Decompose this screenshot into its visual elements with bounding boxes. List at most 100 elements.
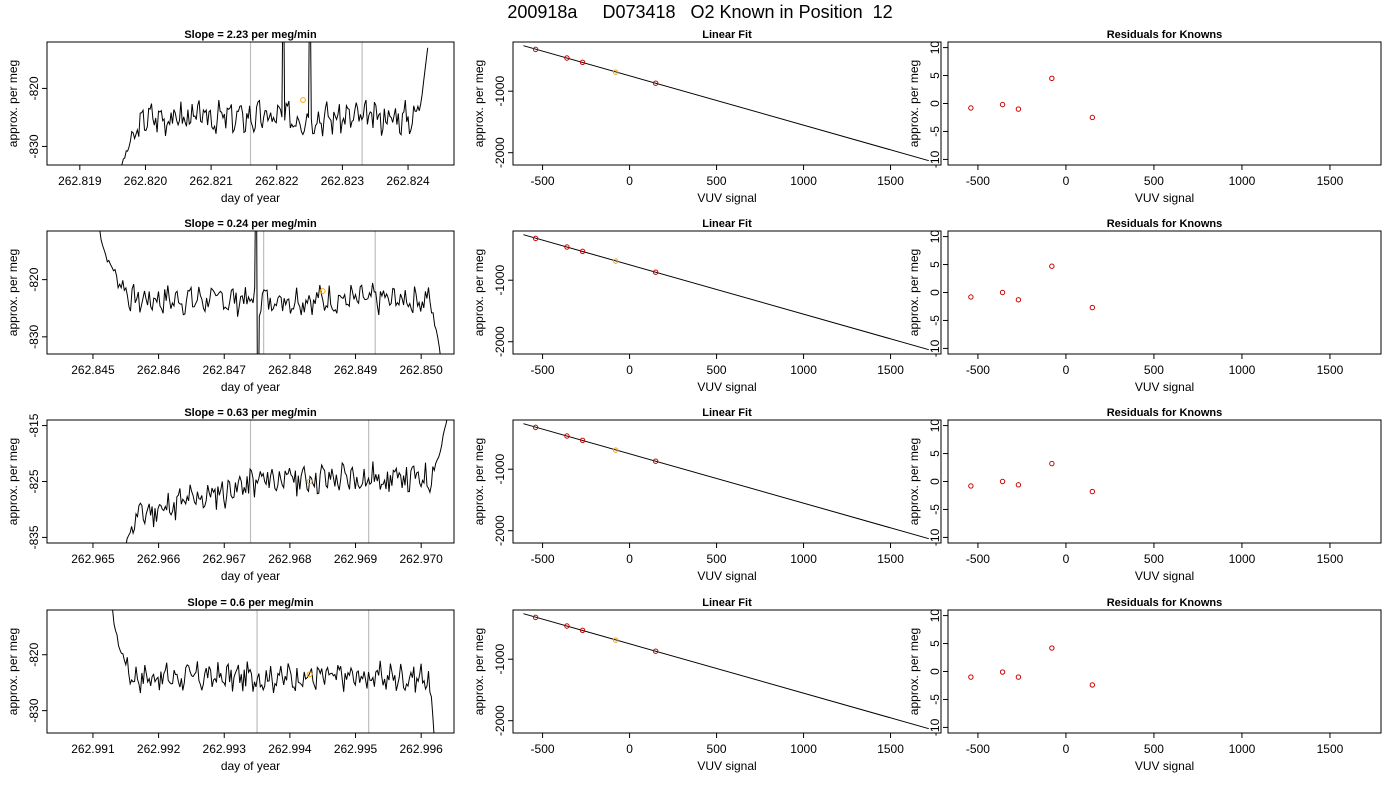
y-tick-label: 10 <box>928 41 942 55</box>
x-tick-label: 262.993 <box>203 742 247 756</box>
x-axis-label: day of year <box>221 569 280 583</box>
x-tick-label: 1500 <box>877 363 904 377</box>
plot-area <box>121 42 429 165</box>
plot-area <box>968 75 1096 121</box>
panel-1-1: 262.819 262.820 262.821 262.822 262.823 262.8… <box>6 29 455 205</box>
data-point <box>1015 297 1022 303</box>
y-axis-label: approx. per meg <box>907 60 921 147</box>
x-tick-label: 262.849 <box>334 363 378 377</box>
sample-marker <box>300 97 306 103</box>
x-axis-label: VUV signal <box>1135 191 1194 205</box>
x-tick-label: 1500 <box>877 174 904 188</box>
plot-frame <box>46 609 455 734</box>
data-point <box>999 669 1006 675</box>
y-axis-label: approx. per meg <box>6 628 20 715</box>
y-tick-label: -5 <box>928 694 942 705</box>
x-tick-label: -500 <box>531 174 555 188</box>
x-axis-label: VUV signal <box>1135 569 1194 583</box>
data-point <box>1015 674 1022 680</box>
data-point <box>579 437 586 443</box>
x-tick-label: 1000 <box>1229 363 1256 377</box>
plot-frame <box>947 41 1382 166</box>
data-point <box>1015 106 1022 112</box>
data-point <box>612 258 619 264</box>
y-tick-label: 10 <box>928 230 942 244</box>
panel-1-3: -500 0 500 1000 1500 -10 -5 0 5 10 Residuals for K… <box>907 29 1382 205</box>
panel-title: Slope = 0.63 per meg/min <box>184 407 317 419</box>
y-tick-label: -815 <box>27 413 41 437</box>
plot-area <box>523 234 929 351</box>
y-tick-label: -830 <box>27 698 41 722</box>
x-tick-label: 1500 <box>877 552 904 566</box>
y-tick-label: -10 <box>928 150 942 168</box>
sample-marker <box>319 288 326 294</box>
data-point <box>652 80 659 86</box>
plot-frame <box>46 230 455 355</box>
x-tick-label: 262.824 <box>386 174 430 188</box>
plot-frame <box>512 609 942 734</box>
plot-area <box>99 231 441 354</box>
x-tick-label: 262.968 <box>268 552 312 566</box>
sample-marker <box>306 671 313 678</box>
data-point <box>968 294 974 300</box>
x-tick-label: 500 <box>1144 363 1164 377</box>
y-tick-label: 0 <box>928 289 942 296</box>
x-tick-label: 262.846 <box>137 363 181 377</box>
x-tick-label: 0 <box>1063 174 1070 188</box>
x-tick-label: 500 <box>1144 552 1164 566</box>
x-tick-label: 262.823 <box>321 174 365 188</box>
plot-frame <box>512 41 942 166</box>
x-tick-label: 262.969 <box>334 552 378 566</box>
x-tick-label: 262.996 <box>399 742 443 756</box>
x-tick-label: 1500 <box>1317 742 1344 756</box>
panel-2-3: -500 0 500 1000 1500 -10 -5 0 5 10 Residuals for K… <box>907 218 1382 394</box>
y-tick-label: -2000 <box>493 326 507 357</box>
y-tick-label: -820 <box>27 642 41 666</box>
data-point <box>612 69 619 75</box>
plot-area <box>112 610 435 733</box>
x-tick-label: 262.967 <box>203 552 247 566</box>
panel-2-2: -500 0 500 1000 1500 -2000 -1000 Linear Fit VUV … <box>472 218 942 394</box>
x-tick-label: 0 <box>626 363 633 377</box>
data-point <box>968 483 974 489</box>
plot-frame <box>947 419 1382 544</box>
y-tick-label: 5 <box>928 640 942 647</box>
plot-area <box>125 420 448 543</box>
y-tick-label: -1000 <box>493 644 507 675</box>
x-tick-label: 262.991 <box>71 742 115 756</box>
y-tick-label: 5 <box>928 72 942 79</box>
panel-title: Linear Fit <box>702 218 752 230</box>
x-tick-label: 262.848 <box>268 363 312 377</box>
panel-4-2: -500 0 500 1000 1500 -2000 -1000 Linear Fit VUV … <box>472 597 942 773</box>
data-point <box>579 59 586 65</box>
data-point <box>968 674 974 680</box>
data-point <box>1049 263 1055 269</box>
y-axis-label: approx. per meg <box>6 249 20 336</box>
plot-frame <box>512 230 942 355</box>
y-axis-label: approx. per meg <box>907 249 921 336</box>
data-point <box>1049 75 1055 82</box>
fit-line <box>523 613 929 730</box>
x-tick-label: 0 <box>626 742 633 756</box>
y-axis-label: approx. per meg <box>907 628 921 715</box>
y-tick-label: -825 <box>27 469 41 493</box>
data-point <box>1089 304 1096 311</box>
x-tick-label: 1000 <box>1229 742 1256 756</box>
x-tick-label: 500 <box>707 742 727 756</box>
x-tick-label: -500 <box>966 742 990 756</box>
fit-line <box>523 234 929 351</box>
x-axis-label: VUV signal <box>1135 380 1194 394</box>
y-tick-label: -5 <box>928 315 942 326</box>
trace-line <box>121 42 429 165</box>
y-axis-label: approx. per meg <box>472 438 486 525</box>
y-tick-label: -1000 <box>493 454 507 485</box>
y-tick-label: -10 <box>928 718 942 736</box>
y-tick-label: -1000 <box>493 76 507 107</box>
plot-area <box>523 613 929 730</box>
y-tick-label: -830 <box>27 134 41 158</box>
x-tick-label: 1500 <box>1317 174 1344 188</box>
data-point <box>652 458 659 464</box>
plot-frame <box>947 609 1382 734</box>
panel-3-1: 262.965 262.966 262.967 262.968 262.969 262.9… <box>6 407 455 583</box>
y-tick-label: 10 <box>928 609 942 623</box>
